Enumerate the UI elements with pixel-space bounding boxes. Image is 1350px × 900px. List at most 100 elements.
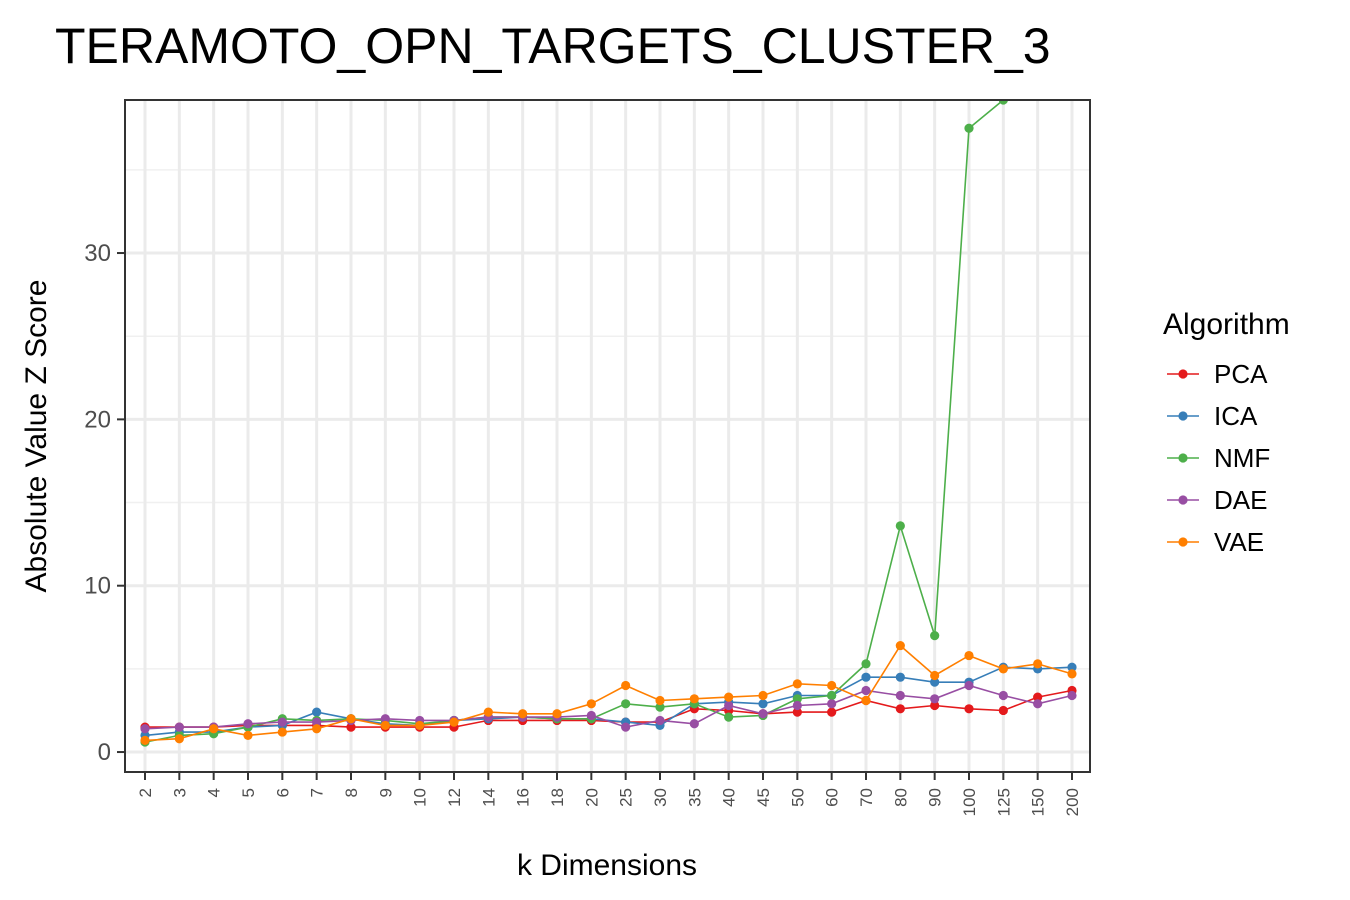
data-point-vae (415, 720, 425, 731)
x-tick-label: 16 (514, 788, 533, 807)
data-point-ica (312, 707, 322, 717)
x-tick-label: 90 (926, 788, 945, 807)
legend-key-point (1178, 537, 1188, 547)
y-tick-label: 10 (84, 573, 111, 600)
data-point-nmf (724, 712, 734, 722)
data-point-nmf (621, 699, 631, 709)
data-point-vae (552, 709, 562, 719)
x-tick-label: 100 (960, 788, 979, 816)
data-point-dae (964, 680, 974, 691)
data-point-vae (1033, 659, 1043, 669)
x-tick-label: 150 (1029, 788, 1048, 816)
data-point-nmf (895, 521, 905, 531)
data-point-nmf (861, 659, 871, 669)
x-tick-label: 4 (205, 788, 224, 797)
series-line-dae (144, 684, 1073, 730)
data-point-vae (483, 707, 493, 717)
data-point-vae (930, 670, 940, 681)
grid (125, 100, 1090, 772)
x-tick-label: 80 (891, 788, 910, 807)
data-point-dae (724, 700, 734, 711)
x-tick-label: 25 (617, 788, 636, 807)
data-point-dae (895, 690, 905, 701)
x-tick-label: 6 (273, 788, 292, 797)
series-line-vae (144, 644, 1073, 742)
data-point-pca (964, 704, 974, 714)
legend-label-ica: ICA (1214, 401, 1258, 431)
x-tick-label: 30 (651, 788, 670, 807)
data-point-pca (792, 707, 802, 717)
legend-key-point (1178, 411, 1188, 421)
x-tick-label: 7 (308, 788, 327, 797)
x-tick-label: 2 (136, 788, 155, 797)
legend-key-point (1178, 495, 1188, 505)
x-axis-title: k Dimensions (517, 849, 697, 882)
data-point-dae (655, 715, 665, 726)
x-tick-label: 14 (479, 788, 498, 807)
data-point-vae (380, 720, 390, 731)
series-layer (140, 100, 1077, 747)
legend-key-point (1178, 453, 1188, 463)
chart-title: TERAMOTO_OPN_TARGETS_CLUSTER_3 (55, 18, 1051, 74)
data-point-dae (312, 717, 322, 727)
data-point-nmf (930, 631, 940, 641)
x-tick-label: 125 (994, 788, 1013, 816)
legend-label-dae: DAE (1214, 485, 1267, 515)
data-point-pca (827, 707, 837, 717)
data-point-pca (998, 705, 1008, 716)
x-tick-label: 9 (376, 788, 395, 797)
data-point-vae (209, 724, 219, 734)
data-point-dae (1067, 690, 1077, 701)
data-point-vae (861, 695, 871, 706)
x-tick-label: 5 (239, 788, 258, 797)
data-point-vae (346, 714, 356, 724)
data-point-dae (621, 722, 631, 732)
data-point-ica (1067, 662, 1077, 672)
series-nmf (140, 100, 1008, 747)
x-tick-label: 35 (685, 788, 704, 807)
data-point-ica (930, 677, 940, 687)
x-tick-label: 20 (582, 788, 601, 807)
x-tick-label: 8 (342, 788, 361, 797)
data-point-nmf (964, 123, 974, 133)
data-point-vae (449, 717, 459, 727)
x-tick-label: 200 (1063, 788, 1082, 816)
data-point-dae (930, 694, 940, 704)
data-point-vae (758, 690, 768, 701)
data-point-ica (758, 699, 768, 709)
y-tick-label: 20 (84, 406, 111, 433)
data-point-dae (586, 710, 596, 721)
data-point-ica (861, 672, 871, 682)
data-point-vae (964, 650, 974, 661)
data-point-dae (243, 719, 253, 729)
data-point-dae (689, 719, 699, 729)
data-point-vae (140, 735, 150, 745)
data-point-vae (174, 734, 184, 744)
x-tick-label: 3 (170, 788, 189, 797)
data-point-nmf (792, 694, 802, 704)
x-tick-label: 40 (720, 788, 739, 807)
legend: Algorithm PCA ICA NMF DAE VAE (1163, 308, 1290, 557)
data-point-vae (689, 694, 699, 704)
data-point-ica (895, 672, 905, 682)
data-point-dae (277, 717, 287, 727)
x-tick-label: 10 (411, 788, 430, 807)
data-point-nmf (827, 690, 837, 701)
data-point-vae (1067, 669, 1077, 679)
x-tick-label: 12 (445, 788, 464, 807)
data-point-dae (861, 685, 871, 696)
legend-title: Algorithm (1163, 308, 1290, 341)
y-tick-label: 30 (84, 240, 111, 267)
y-axis-title: Absolute Value Z Score (20, 280, 53, 593)
data-point-dae (827, 699, 837, 709)
data-point-nmf (655, 702, 665, 712)
data-point-vae (827, 680, 837, 691)
series-vae (140, 640, 1077, 745)
x-tick-label: 60 (823, 788, 842, 807)
x-tick-label: 70 (857, 788, 876, 807)
legend-label-vae: VAE (1214, 527, 1264, 557)
data-point-dae (1033, 699, 1043, 709)
legend-label-nmf: NMF (1214, 443, 1270, 473)
data-point-vae (518, 709, 528, 719)
